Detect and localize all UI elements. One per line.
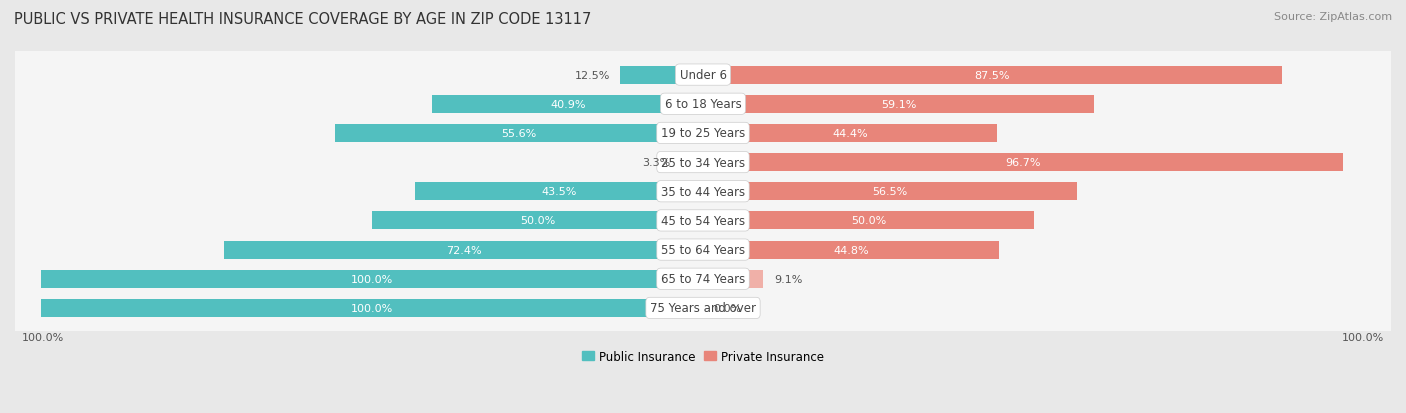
Text: 75 Years and over: 75 Years and over (650, 301, 756, 315)
Bar (703, 183, 1077, 201)
Bar (703, 95, 1094, 114)
Bar (703, 66, 1282, 84)
Text: 55.6%: 55.6% (502, 128, 537, 139)
FancyBboxPatch shape (8, 108, 1398, 159)
Text: 100.0%: 100.0% (21, 332, 63, 342)
Bar (703, 154, 1343, 172)
FancyBboxPatch shape (8, 50, 1398, 101)
FancyBboxPatch shape (8, 137, 1398, 189)
FancyBboxPatch shape (8, 166, 1398, 218)
Text: 45 to 54 Years: 45 to 54 Years (661, 214, 745, 228)
Bar (433, 95, 703, 114)
Text: 40.9%: 40.9% (550, 100, 585, 109)
Bar (224, 241, 703, 259)
Text: Source: ZipAtlas.com: Source: ZipAtlas.com (1274, 12, 1392, 22)
Bar (703, 241, 1000, 259)
Text: 72.4%: 72.4% (446, 245, 481, 255)
Bar (415, 183, 703, 201)
FancyBboxPatch shape (8, 253, 1398, 305)
Text: 6 to 18 Years: 6 to 18 Years (665, 98, 741, 111)
Bar (41, 270, 703, 288)
Text: 65 to 74 Years: 65 to 74 Years (661, 273, 745, 285)
Text: 0.0%: 0.0% (714, 303, 742, 313)
Text: 50.0%: 50.0% (520, 216, 555, 226)
Text: Under 6: Under 6 (679, 69, 727, 82)
Legend: Public Insurance, Private Insurance: Public Insurance, Private Insurance (578, 345, 828, 368)
Bar (703, 270, 763, 288)
Bar (703, 212, 1033, 230)
Bar (373, 212, 703, 230)
Text: 100.0%: 100.0% (1343, 332, 1385, 342)
Text: 56.5%: 56.5% (872, 187, 907, 197)
Bar (681, 154, 703, 172)
FancyBboxPatch shape (8, 78, 1398, 131)
Text: PUBLIC VS PRIVATE HEALTH INSURANCE COVERAGE BY AGE IN ZIP CODE 13117: PUBLIC VS PRIVATE HEALTH INSURANCE COVER… (14, 12, 592, 27)
Text: 100.0%: 100.0% (352, 274, 394, 284)
Text: 12.5%: 12.5% (574, 71, 610, 81)
Text: 35 to 44 Years: 35 to 44 Years (661, 185, 745, 198)
FancyBboxPatch shape (8, 224, 1398, 276)
Text: 3.3%: 3.3% (643, 158, 671, 168)
Text: 100.0%: 100.0% (352, 303, 394, 313)
Bar (620, 66, 703, 84)
Text: 44.4%: 44.4% (832, 128, 868, 139)
FancyBboxPatch shape (8, 282, 1398, 334)
Text: 87.5%: 87.5% (974, 71, 1010, 81)
Bar (703, 125, 997, 142)
Text: 9.1%: 9.1% (773, 274, 803, 284)
FancyBboxPatch shape (8, 195, 1398, 247)
Bar (41, 299, 703, 317)
Text: 25 to 34 Years: 25 to 34 Years (661, 156, 745, 169)
Text: 96.7%: 96.7% (1005, 158, 1040, 168)
Text: 19 to 25 Years: 19 to 25 Years (661, 127, 745, 140)
Text: 59.1%: 59.1% (880, 100, 917, 109)
Text: 50.0%: 50.0% (851, 216, 886, 226)
Bar (335, 125, 703, 142)
Text: 55 to 64 Years: 55 to 64 Years (661, 244, 745, 256)
Text: 43.5%: 43.5% (541, 187, 576, 197)
Text: 44.8%: 44.8% (834, 245, 869, 255)
